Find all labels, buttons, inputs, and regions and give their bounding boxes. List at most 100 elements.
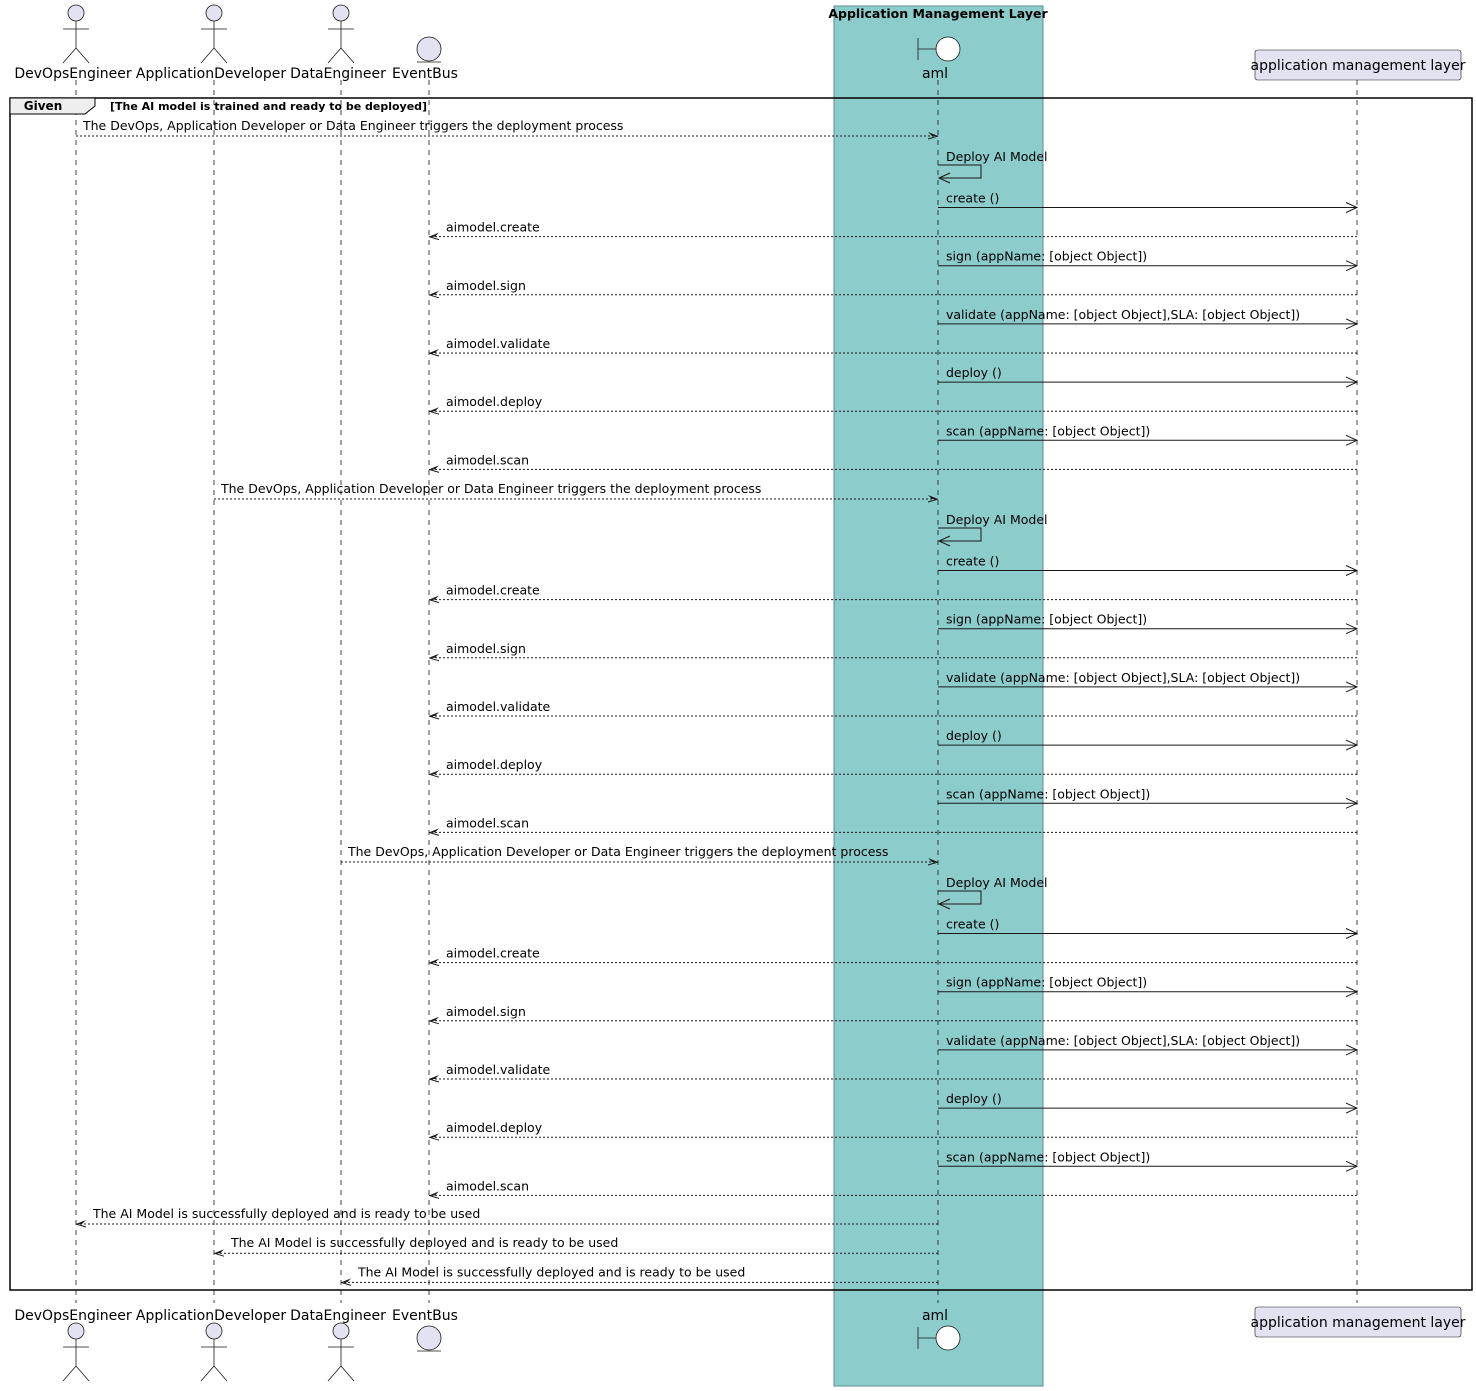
call-label: deploy (): [946, 1091, 1002, 1106]
arrow-head-lower: [428, 715, 440, 720]
response-message: The AI Model is successfully deployed an…: [75, 1206, 938, 1228]
participant-label: aml: [922, 66, 948, 82]
trigger-message: The DevOps, Application Developer or Dat…: [214, 481, 939, 503]
event-label: aimodel.scan: [446, 815, 529, 830]
actor-leg-right: [75, 1365, 90, 1382]
arrow-head: [429, 232, 439, 237]
participant-aml-top: aml: [917, 36, 961, 82]
boundary-icon: [935, 36, 961, 62]
event-label: aimodel.scan: [446, 1178, 529, 1193]
self-arrow-line: [938, 164, 982, 179]
participant-label: aml: [922, 1308, 948, 1324]
trigger-message: The DevOps, Application Developer or Dat…: [341, 844, 939, 866]
event-label: aimodel.sign: [446, 278, 526, 293]
call-message: deploy (): [938, 728, 1359, 751]
actor-head-icon: [205, 1322, 223, 1340]
participant-label: EventBus: [392, 1308, 458, 1324]
group-frame: [9, 97, 1473, 1291]
group-condition: [The AI model is trained and ready to be…: [110, 100, 427, 113]
call-label: sign (appName: [object Object]): [946, 249, 1147, 264]
call-label: validate (appName: [object Object],SLA: …: [946, 307, 1300, 322]
event-message: aimodel.scan: [428, 452, 1357, 473]
arrow-head-lower: [428, 294, 440, 299]
participant-dataeng-bottom: DataEngineer: [290, 1308, 386, 1382]
arrow-head: [429, 349, 439, 353]
arrow-head-lower: [428, 657, 440, 662]
self-arrow-line: [938, 527, 982, 542]
event-label: aimodel.create: [446, 220, 540, 235]
arrow-head-lower: [340, 1281, 352, 1286]
call-label: create (): [946, 191, 999, 206]
arrow-head: [429, 828, 439, 833]
actor-leg-left: [327, 1365, 342, 1382]
call-label: deploy (): [946, 728, 1002, 743]
arrow-head: [928, 132, 938, 136]
trigger-message: The DevOps, Application Developer or Dat…: [76, 118, 939, 140]
arrow-head: [429, 290, 439, 295]
actor-head-icon: [205, 4, 223, 22]
arrow-head: [429, 770, 439, 775]
arrow-head: [429, 595, 439, 600]
boundary-icon: [935, 1325, 961, 1351]
entity-icon: [416, 36, 442, 62]
arrow-head: [429, 712, 439, 716]
participant-devops-bottom: DevOpsEngineer: [14, 1308, 132, 1382]
event-message: aimodel.scan: [428, 815, 1357, 836]
call-message: create (): [938, 917, 1359, 939]
arrow-head: [1345, 623, 1359, 635]
arrow-head-lower: [428, 1020, 440, 1025]
arrow-head-lower: [428, 599, 440, 604]
box-title: Application Management Layer: [828, 6, 1048, 21]
arrow-head-lower: [927, 498, 939, 503]
participant-eventbus-top: EventBus: [392, 36, 458, 82]
arrow-head: [429, 1075, 439, 1079]
self-arrow-head: [937, 172, 951, 184]
call-message: sign (appName: [object Object]): [938, 975, 1359, 998]
arrow-head: [214, 1249, 224, 1254]
call-label: create (): [946, 554, 999, 569]
participant-dataeng-top: DataEngineer: [290, 4, 386, 82]
call-message: scan (appName: [object Object]): [938, 423, 1359, 446]
arrow-head-lower: [428, 1194, 440, 1199]
actor-head-icon: [332, 4, 350, 22]
arrow-head-lower: [428, 410, 440, 415]
actor-leg-left: [200, 1365, 215, 1382]
call-label: validate (appName: [object Object],SLA: …: [946, 1033, 1300, 1048]
arrow-head-lower: [428, 773, 440, 778]
arrow-head-lower: [428, 831, 440, 836]
call-label: deploy (): [946, 365, 1002, 380]
response-label: The AI Model is successfully deployed an…: [230, 1235, 618, 1250]
actor-leg-right: [340, 47, 355, 64]
box-application-management-layer: [833, 5, 1044, 1387]
event-label: aimodel.scan: [446, 452, 529, 467]
event-label: aimodel.deploy: [446, 1120, 543, 1135]
self-label: Deploy AI Model: [946, 512, 1047, 527]
participant-appdev-bottom: ApplicationDeveloper: [136, 1308, 286, 1382]
event-label: aimodel.sign: [446, 1004, 526, 1019]
call-label: validate (appName: [object Object],SLA: …: [946, 670, 1300, 685]
trigger-label: The DevOps, Application Developer or Dat…: [347, 844, 888, 859]
trigger-label: The DevOps, Application Developer or Dat…: [220, 481, 761, 496]
call-message: create (): [938, 554, 1359, 576]
arrow-head: [1345, 318, 1359, 330]
actor-leg-right: [340, 1365, 355, 1382]
self-arrow-line: [938, 890, 982, 905]
arrow-head-lower: [428, 1078, 440, 1083]
participant-label: DataEngineer: [290, 66, 386, 82]
arrow-head: [1345, 1044, 1359, 1056]
call-message: sign (appName: [object Object]): [938, 249, 1359, 272]
call-label: sign (appName: [object Object]): [946, 975, 1147, 990]
participant-label: ApplicationDeveloper: [136, 1308, 286, 1324]
arrow-head: [1345, 1160, 1359, 1172]
actor-head-icon: [67, 1322, 85, 1340]
event-message: aimodel.deploy: [428, 757, 1357, 778]
arrow-head: [1345, 434, 1359, 446]
group-label: Given: [24, 99, 62, 113]
arrow-head: [1345, 986, 1359, 998]
event-message: aimodel.deploy: [428, 394, 1357, 415]
event-message: aimodel.validate: [428, 336, 1357, 357]
arrow-head-lower: [428, 468, 440, 473]
call-label: scan (appName: [object Object]): [946, 786, 1150, 801]
event-label: aimodel.validate: [446, 1062, 551, 1077]
arrow-head: [429, 958, 439, 963]
